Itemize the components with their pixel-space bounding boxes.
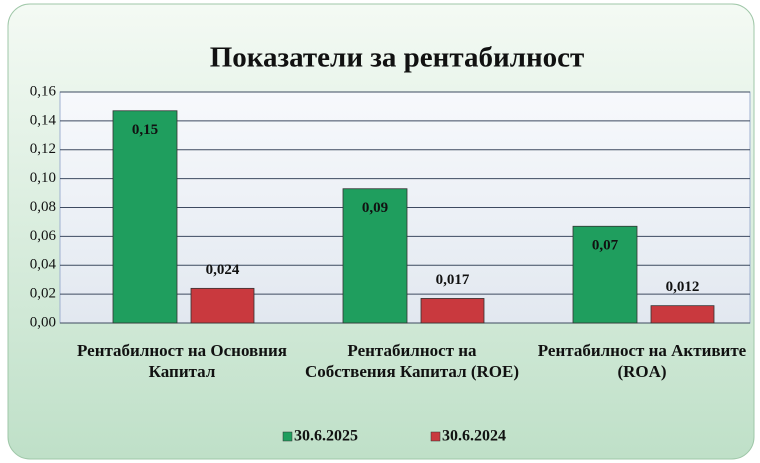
y-tick-label: 0,14 xyxy=(30,112,57,128)
data-label: 0,017 xyxy=(436,272,470,288)
bar xyxy=(190,287,255,324)
data-label: 0,07 xyxy=(592,238,619,254)
x-tick-label: Рентабилност на Активите (ROA) xyxy=(537,341,747,381)
bar xyxy=(572,225,638,324)
x-tick-label: Рентабилност на Основния Капитал xyxy=(77,341,287,381)
bar xyxy=(420,298,485,324)
data-label: 0,09 xyxy=(362,200,388,216)
bar xyxy=(342,188,408,324)
chart-title: Показатели за рентабилност xyxy=(210,42,585,74)
y-tick-label: 0,12 xyxy=(30,141,56,157)
y-tick-label: 0,16 xyxy=(30,83,57,99)
legend-label: 30.6.2025 xyxy=(294,428,358,445)
bar xyxy=(650,305,715,324)
data-label: 0,15 xyxy=(132,122,158,138)
y-tick-label: 0,06 xyxy=(30,228,57,244)
y-tick-label: 0,10 xyxy=(30,170,56,186)
y-tick-label: 0,08 xyxy=(30,199,56,215)
legend-swatch xyxy=(282,431,293,442)
data-label: 0,024 xyxy=(206,262,240,278)
y-tick-label: 0,02 xyxy=(30,286,56,302)
y-tick-label: 0,04 xyxy=(30,257,57,273)
legend-label: 30.6.2024 xyxy=(442,428,506,445)
legend-swatch xyxy=(430,431,441,442)
bar xyxy=(112,110,178,324)
data-label: 0,012 xyxy=(666,279,700,295)
x-tick-label: Рентабилност на Собствения Капитал (ROE) xyxy=(304,341,520,381)
y-tick-label: 0,00 xyxy=(30,314,56,330)
